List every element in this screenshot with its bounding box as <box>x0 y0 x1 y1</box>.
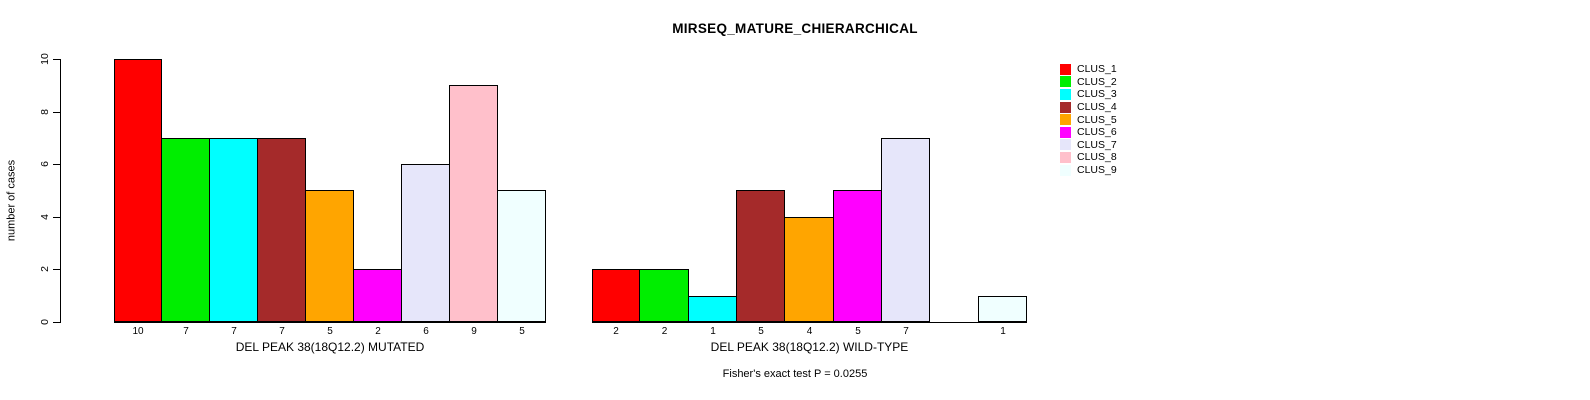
y-tick-mark-2 <box>53 269 61 270</box>
bar-clus_5-wild-type <box>784 217 834 322</box>
bar-value-label-clus_7-wild-type: 7 <box>903 326 909 337</box>
bar-value-label-clus_8-mutated: 9 <box>471 326 477 337</box>
y-tick-label-10: 10 <box>39 53 51 65</box>
y-axis-title: number of cases <box>5 159 18 242</box>
legend-swatch-clus_6 <box>1060 126 1071 138</box>
y-tick-mark-6 <box>53 164 61 165</box>
legend-swatch-clus_3 <box>1060 88 1071 100</box>
bar-value-label-clus_9-mutated: 5 <box>519 326 525 337</box>
bar-value-label-clus_3-wild-type: 1 <box>710 326 716 337</box>
y-tick-label-4: 4 <box>39 214 51 220</box>
legend-swatch-clus_9 <box>1060 164 1071 176</box>
bar-clus_3-mutated <box>209 138 258 322</box>
bar-clus_8-mutated <box>449 85 498 322</box>
y-tick-label-8: 8 <box>39 109 51 115</box>
y-tick-mark-4 <box>53 217 61 218</box>
y-tick-label-2: 2 <box>39 266 51 272</box>
bar-clus_2-wild-type <box>639 269 689 322</box>
bar-value-label-clus_2-wild-type: 2 <box>661 326 668 337</box>
legend: CLUS_1 CLUS_2 CLUS_3 CLUS_4 CLUS_5 CLUS_6 CLUS… <box>1060 63 1117 176</box>
legend-label-clus_6: CLUS_6 <box>1077 126 1117 139</box>
legend-row-clus_1: CLUS_1 <box>1060 63 1117 76</box>
bar-value-label-clus_1-mutated: 10 <box>132 326 144 337</box>
legend-label-clus_1: CLUS_1 <box>1077 63 1117 76</box>
y-tick-mark-10 <box>53 59 61 60</box>
bar-clus_1-mutated <box>114 59 162 322</box>
bar-clus_5-mutated <box>305 190 354 322</box>
bar-clus_7-wild-type <box>881 138 930 322</box>
chart-title: MIRSEQ_MATURE_CHIERARCHICAL <box>672 21 918 36</box>
y-axis-line <box>60 59 61 323</box>
y-tick-label-0: 0 <box>39 319 51 325</box>
legend-swatch-clus_7 <box>1060 139 1071 151</box>
legend-row-clus_2: CLUS_2 <box>1060 76 1117 89</box>
legend-swatch-clus_1 <box>1060 63 1071 75</box>
legend-label-clus_2: CLUS_2 <box>1077 75 1117 88</box>
bar-value-label-clus_2-mutated: 7 <box>183 326 189 337</box>
legend-label-clus_4: CLUS_4 <box>1077 101 1117 114</box>
y-tick-mark-0 <box>53 322 61 323</box>
legend-swatch-clus_2 <box>1060 76 1071 88</box>
legend-row-clus_9: CLUS_9 <box>1060 164 1117 177</box>
bar-clus_9-mutated <box>497 190 546 322</box>
legend-label-clus_8: CLUS_8 <box>1077 151 1117 164</box>
y-tick-mark-8 <box>53 112 61 113</box>
legend-row-clus_4: CLUS_4 <box>1060 101 1117 114</box>
legend-label-clus_9: CLUS_9 <box>1077 164 1117 177</box>
legend-swatch-clus_8 <box>1060 151 1071 163</box>
bar-clus_4-mutated <box>257 138 306 322</box>
bar-value-label-clus_4-mutated: 7 <box>279 326 285 337</box>
legend-label-clus_3: CLUS_3 <box>1077 88 1117 101</box>
legend-row-clus_8: CLUS_8 <box>1060 151 1117 164</box>
bar-value-label-clus_1-wild-type: 2 <box>613 326 619 337</box>
x-axis-label-wildtype: DEL PEAK 38(18Q12.2) WILD-TYPE <box>710 340 909 354</box>
legend-label-clus_5: CLUS_5 <box>1077 113 1117 126</box>
bar-value-label-clus_5-wild-type: 4 <box>806 326 813 337</box>
legend-row-clus_6: CLUS_6 <box>1060 126 1117 139</box>
bar-clus_9-wild-type <box>978 296 1027 322</box>
bar-clus_3-wild-type <box>688 296 737 322</box>
barplot-mutated <box>114 59 546 323</box>
legend-row-clus_7: CLUS_7 <box>1060 139 1117 152</box>
bar-value-label-clus_5-mutated: 5 <box>327 326 333 337</box>
bar-value-label-clus_4-wild-type: 5 <box>758 326 764 337</box>
x-axis-label-mutated: DEL PEAK 38(18Q12.2) MUTATED <box>235 340 425 354</box>
y-tick-label-6: 6 <box>39 161 51 167</box>
bar-clus_4-wild-type <box>736 190 785 322</box>
legend-swatch-clus_5 <box>1060 114 1071 126</box>
bar-value-label-clus_9-wild-type: 1 <box>1000 326 1006 337</box>
legend-row-clus_3: CLUS_3 <box>1060 88 1117 101</box>
bar-value-label-clus_6-mutated: 2 <box>375 326 381 337</box>
bar-clus_6-mutated <box>353 269 402 322</box>
legend-swatch-clus_4 <box>1060 101 1071 113</box>
legend-row-clus_5: CLUS_5 <box>1060 113 1117 126</box>
legend-label-clus_7: CLUS_7 <box>1077 138 1117 151</box>
bar-clus_2-mutated <box>161 138 210 322</box>
bar-value-label-clus_3-mutated: 7 <box>231 326 237 337</box>
bar-clus_6-wild-type <box>833 190 882 322</box>
bar-clus_1-wild-type <box>592 269 640 322</box>
bar-value-label-clus_6-wild-type: 5 <box>855 326 861 337</box>
bar-value-label-clus_7-mutated: 6 <box>423 326 429 337</box>
fisher-test-annotation: Fisher's exact test P = 0.0255 <box>722 368 868 380</box>
bar-clus_7-mutated <box>401 164 450 322</box>
barplot-wildtype <box>592 59 1027 323</box>
